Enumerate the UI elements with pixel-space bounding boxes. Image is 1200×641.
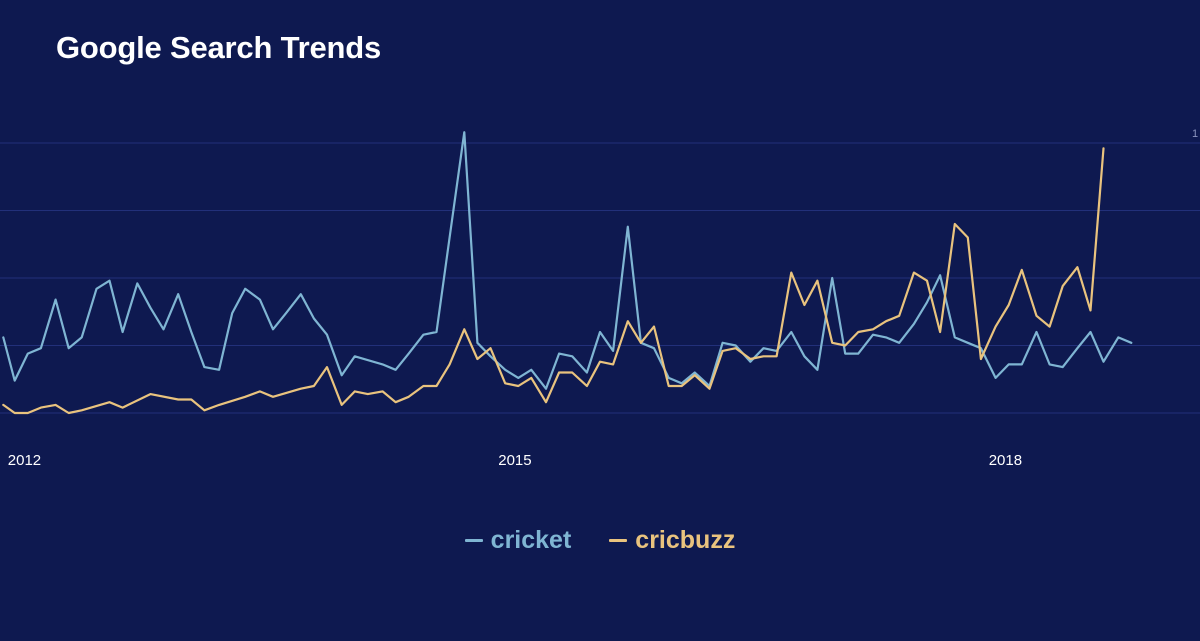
chart-legend: cricket cricbuzz bbox=[0, 526, 1200, 555]
x-tick-label: 2015 bbox=[498, 452, 531, 469]
legend-swatch bbox=[464, 539, 483, 542]
legend-label: cricket bbox=[490, 526, 572, 554]
series-line-cricket bbox=[2, 131, 1133, 390]
legend-label: cricbuzz bbox=[635, 526, 736, 554]
legend-item-cricbuzz: cricbuzz bbox=[609, 526, 735, 555]
legend-swatch bbox=[609, 539, 628, 542]
chart-title: Google Search Trends bbox=[56, 30, 382, 65]
line-chart: 1 2012 2015 2018 bbox=[0, 128, 1200, 469]
y-tick-label: 1 bbox=[1192, 128, 1198, 140]
legend-item-cricket: cricket bbox=[464, 526, 572, 555]
series-line-cricbuzz bbox=[2, 147, 1105, 415]
x-tick-label: 2012 bbox=[8, 452, 41, 469]
x-tick-label: 2018 bbox=[989, 452, 1022, 469]
